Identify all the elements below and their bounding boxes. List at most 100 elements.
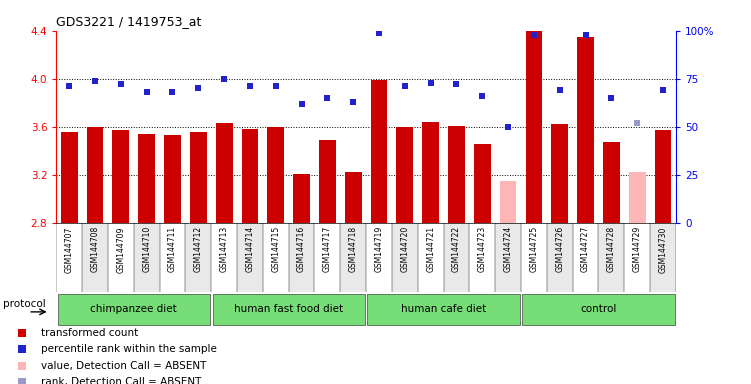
Point xyxy=(17,330,29,336)
Bar xyxy=(288,223,315,292)
Bar xyxy=(578,37,594,223)
Text: GSM144723: GSM144723 xyxy=(478,226,487,272)
Point xyxy=(63,83,75,89)
Bar xyxy=(655,130,671,223)
Text: GSM144728: GSM144728 xyxy=(607,226,616,272)
Text: GSM144715: GSM144715 xyxy=(271,226,280,272)
Point xyxy=(321,95,333,101)
Bar xyxy=(58,293,210,325)
Bar xyxy=(82,223,108,292)
Text: GSM144708: GSM144708 xyxy=(91,226,100,272)
Bar xyxy=(319,140,336,223)
Bar xyxy=(397,127,413,223)
Text: GSM144725: GSM144725 xyxy=(529,226,538,272)
Bar xyxy=(190,131,207,223)
Bar xyxy=(599,223,624,292)
Text: percentile rank within the sample: percentile rank within the sample xyxy=(41,344,217,354)
Point xyxy=(17,362,29,369)
Bar xyxy=(237,223,263,292)
Bar xyxy=(267,127,284,223)
Text: GSM144722: GSM144722 xyxy=(452,226,461,272)
Text: GSM144729: GSM144729 xyxy=(632,226,641,272)
Point xyxy=(502,124,514,130)
Point xyxy=(17,379,29,384)
Bar xyxy=(242,129,258,223)
Point xyxy=(528,31,540,38)
Bar xyxy=(345,172,361,223)
Text: GSM144721: GSM144721 xyxy=(426,226,435,272)
Bar xyxy=(422,122,439,223)
Text: GSM144714: GSM144714 xyxy=(246,226,255,272)
Text: GSM144718: GSM144718 xyxy=(348,226,357,272)
Text: GSM144719: GSM144719 xyxy=(375,226,384,272)
Text: GSM144716: GSM144716 xyxy=(297,226,306,272)
Text: GSM144730: GSM144730 xyxy=(659,226,668,273)
Bar xyxy=(650,223,676,292)
Bar xyxy=(138,134,155,223)
Bar xyxy=(340,223,366,292)
Point xyxy=(140,89,152,95)
Bar xyxy=(522,293,674,325)
Bar xyxy=(499,181,517,223)
Bar xyxy=(86,127,104,223)
Point xyxy=(605,95,617,101)
Bar xyxy=(392,223,418,292)
Point xyxy=(167,89,179,95)
Bar xyxy=(629,172,646,223)
Point xyxy=(373,30,385,36)
Text: GSM144726: GSM144726 xyxy=(555,226,564,272)
Bar xyxy=(216,123,233,223)
Point xyxy=(553,87,566,93)
Bar xyxy=(448,126,465,223)
Text: GDS3221 / 1419753_at: GDS3221 / 1419753_at xyxy=(56,15,202,28)
Text: GSM144711: GSM144711 xyxy=(168,226,177,272)
Text: GSM144713: GSM144713 xyxy=(219,226,228,272)
Text: control: control xyxy=(581,304,617,314)
Point xyxy=(192,85,204,91)
Point xyxy=(451,81,463,88)
Point xyxy=(476,93,488,99)
Point xyxy=(399,83,411,89)
Text: GSM144720: GSM144720 xyxy=(400,226,409,272)
Point xyxy=(657,87,669,93)
Point xyxy=(296,101,308,107)
Text: GSM144707: GSM144707 xyxy=(65,226,74,273)
Bar xyxy=(495,223,521,292)
Point xyxy=(347,99,359,105)
Bar xyxy=(551,124,568,223)
Point xyxy=(270,83,282,89)
Text: transformed count: transformed count xyxy=(41,328,138,338)
Point xyxy=(218,76,230,82)
Point xyxy=(89,78,101,84)
Bar xyxy=(444,223,469,292)
Text: protocol: protocol xyxy=(3,299,46,309)
Text: GSM144712: GSM144712 xyxy=(194,226,203,272)
Text: GSM144724: GSM144724 xyxy=(504,226,513,272)
Text: GSM144717: GSM144717 xyxy=(323,226,332,272)
Bar xyxy=(603,142,620,223)
Bar xyxy=(474,144,490,223)
Bar xyxy=(547,223,572,292)
Point xyxy=(17,346,29,353)
Bar xyxy=(293,174,310,223)
Bar xyxy=(61,131,77,223)
Bar xyxy=(371,80,388,223)
Text: rank, Detection Call = ABSENT: rank, Detection Call = ABSENT xyxy=(41,377,201,384)
Text: chimpanzee diet: chimpanzee diet xyxy=(90,304,177,314)
Text: GSM144727: GSM144727 xyxy=(581,226,590,272)
Bar xyxy=(526,25,542,223)
Point xyxy=(580,31,592,38)
Bar xyxy=(164,135,181,223)
Point xyxy=(424,79,436,86)
Text: GSM144710: GSM144710 xyxy=(142,226,151,272)
Text: value, Detection Call = ABSENT: value, Detection Call = ABSENT xyxy=(41,361,207,371)
Point xyxy=(631,120,643,126)
Text: GSM144709: GSM144709 xyxy=(116,226,125,273)
Bar xyxy=(113,130,129,223)
Bar xyxy=(134,223,159,292)
Text: human fast food diet: human fast food diet xyxy=(234,304,343,314)
Point xyxy=(115,81,127,88)
Bar xyxy=(185,223,211,292)
Bar xyxy=(367,293,520,325)
Bar xyxy=(213,293,365,325)
